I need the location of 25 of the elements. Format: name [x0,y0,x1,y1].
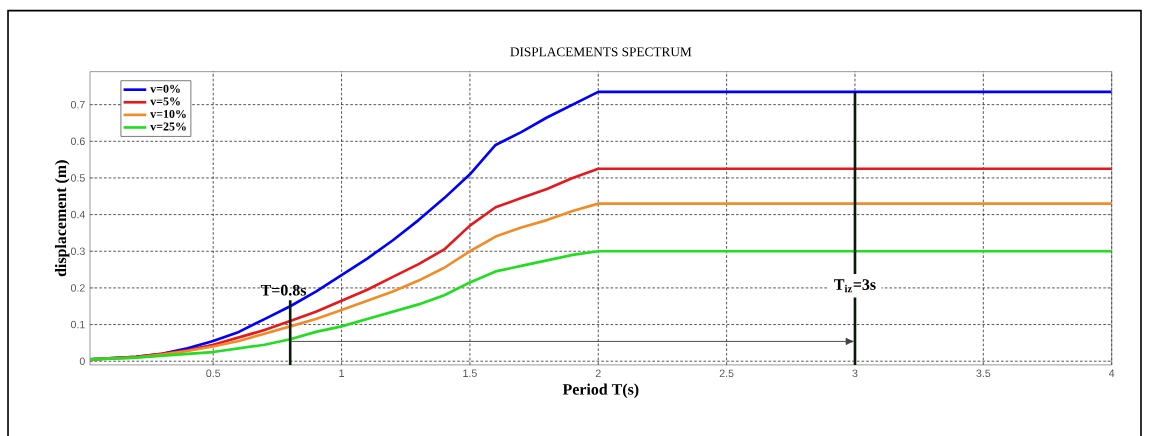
y-tick-label: 0.1 [70,320,85,329]
x-tick-label: 1 [339,369,344,377]
legend-label: v=25% [150,122,186,131]
ref-line-label: T$_{iz}$=3s [834,279,876,293]
x-tick-label: 3.5 [976,369,991,378]
legend-label: v=10% [150,109,186,119]
y-tick-label: 0.5 [70,174,85,182]
x-tick-label: 2.5 [719,369,734,378]
legend-label: v=5% [150,97,180,106]
y-tick-label: 0.6 [70,137,85,146]
ref-line-label: T=0.8s [260,284,307,296]
y-tick-label: 0.4 [70,210,85,219]
chart-title: DISPLACEMENTS SPECTRUM [510,47,692,57]
x-tick-label: 2 [595,369,601,378]
y-axis-title: displacement (m) [54,160,70,277]
y-tick-label: 0.2 [70,284,85,292]
legend-label: v=0% [150,84,180,93]
y-tick-label: 0.7 [70,100,85,109]
y-tick-label: 0.3 [70,247,85,256]
x-tick-label: 0.5 [206,369,221,378]
x-tick-label: 3 [852,369,858,378]
x-tick-label: 4 [1108,369,1115,377]
y-tick-label: 0 [79,357,85,366]
x-axis-title: Period T(s) [562,383,639,399]
x-tick-label: 1.5 [463,369,477,378]
